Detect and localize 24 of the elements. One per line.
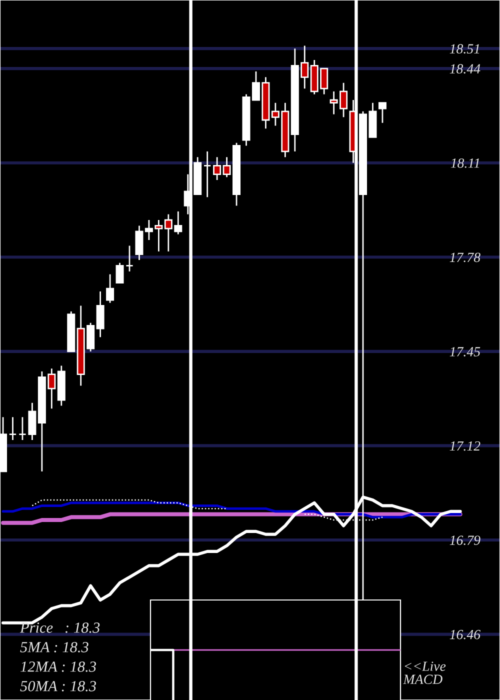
candlestick	[18, 416, 26, 441]
y-tick-label: 16.79	[450, 536, 480, 546]
candlestick	[135, 225, 144, 261]
candlestick	[125, 245, 134, 272]
annotation: 5MA : 18.3	[20, 642, 88, 652]
y-tick-label: 17.78	[450, 252, 480, 262]
annotation: <<Live MACD	[403, 662, 446, 684]
y-tick-label: 17.12	[450, 441, 480, 451]
y-tick-label: 16.46	[450, 630, 480, 640]
y-tick-label: 18.11	[450, 158, 480, 168]
y-tick-label: 18.44	[450, 64, 480, 74]
y-tick-label: 17.45	[450, 347, 480, 356]
candlestick	[213, 156, 222, 181]
annotation: Price : 18.3	[20, 622, 100, 633]
y-tick-label: 18.51	[450, 44, 480, 54]
candlestick	[8, 416, 17, 441]
candlestick	[378, 102, 386, 124]
candlestick	[28, 402, 36, 441]
annotation: 12MA : 18.3	[20, 662, 96, 672]
annotation: 50MA : 18.3	[20, 681, 96, 692]
candlestick	[203, 150, 212, 198]
candlestick	[116, 262, 124, 284]
candlestick	[106, 274, 114, 304]
candlestick	[96, 290, 104, 338]
